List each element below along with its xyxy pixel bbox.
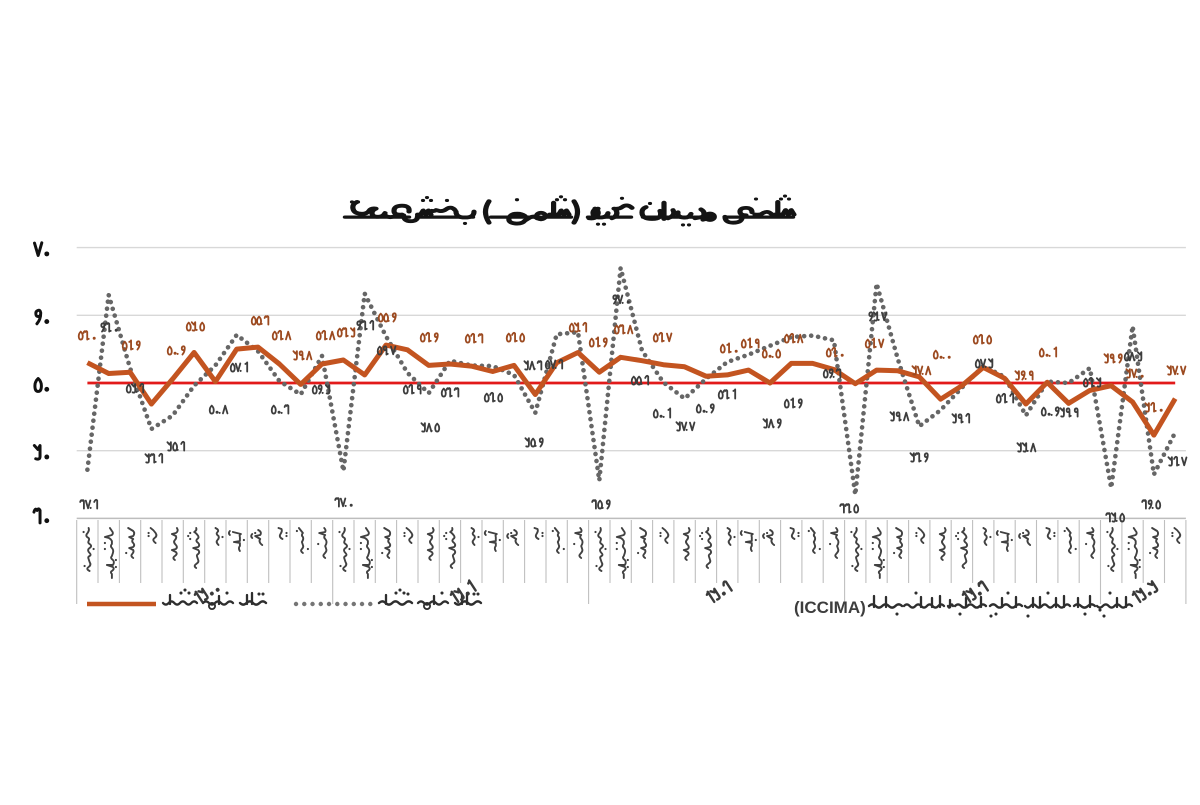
svg-text:(ICCIMA): (ICCIMA) xyxy=(794,598,866,617)
